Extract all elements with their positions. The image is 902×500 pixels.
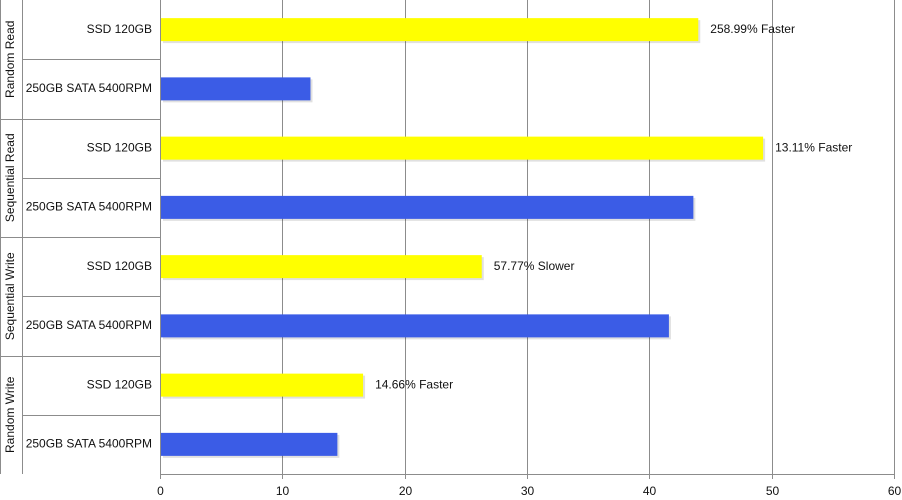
bar: [161, 255, 482, 279]
bar-category-label: 250GB SATA 5400RPM: [26, 200, 152, 214]
bar-annotation: 258.99% Faster: [710, 22, 795, 36]
bar: [161, 18, 699, 42]
bar-category-label: SSD 120GB: [87, 377, 152, 391]
group-label: Random Read: [3, 21, 17, 98]
bar: [161, 195, 694, 219]
bar-category-label: 250GB SATA 5400RPM: [26, 437, 152, 451]
x-tick-label: 30: [521, 484, 535, 498]
bar: [161, 432, 338, 456]
group-label: Sequential Read: [3, 133, 17, 222]
bar-category-label: SSD 120GB: [87, 22, 152, 36]
bar-annotation: 13.11% Faster: [775, 140, 852, 154]
bar: [161, 373, 364, 397]
bar-category-label: SSD 120GB: [87, 259, 152, 273]
bar-category-label: 250GB SATA 5400RPM: [26, 318, 152, 332]
x-tick-label: 10: [276, 484, 290, 498]
group-label: Random Write: [3, 376, 17, 453]
bar-annotation: 57.77% Slower: [494, 259, 575, 273]
x-tick-label: 20: [399, 484, 413, 498]
bar: [161, 314, 669, 338]
bar: [161, 136, 764, 160]
bar-category-label: 250GB SATA 5400RPM: [26, 81, 152, 95]
bar-annotation: 14.66% Faster: [375, 377, 453, 391]
bar-category-label: SSD 120GB: [87, 140, 152, 154]
x-tick-label: 40: [643, 484, 657, 498]
bar: [161, 77, 311, 101]
x-tick-label: 0: [157, 484, 164, 498]
x-tick-label: 50: [766, 484, 780, 498]
x-tick-label: 60: [888, 484, 902, 498]
group-label: Sequential Write: [3, 252, 17, 340]
